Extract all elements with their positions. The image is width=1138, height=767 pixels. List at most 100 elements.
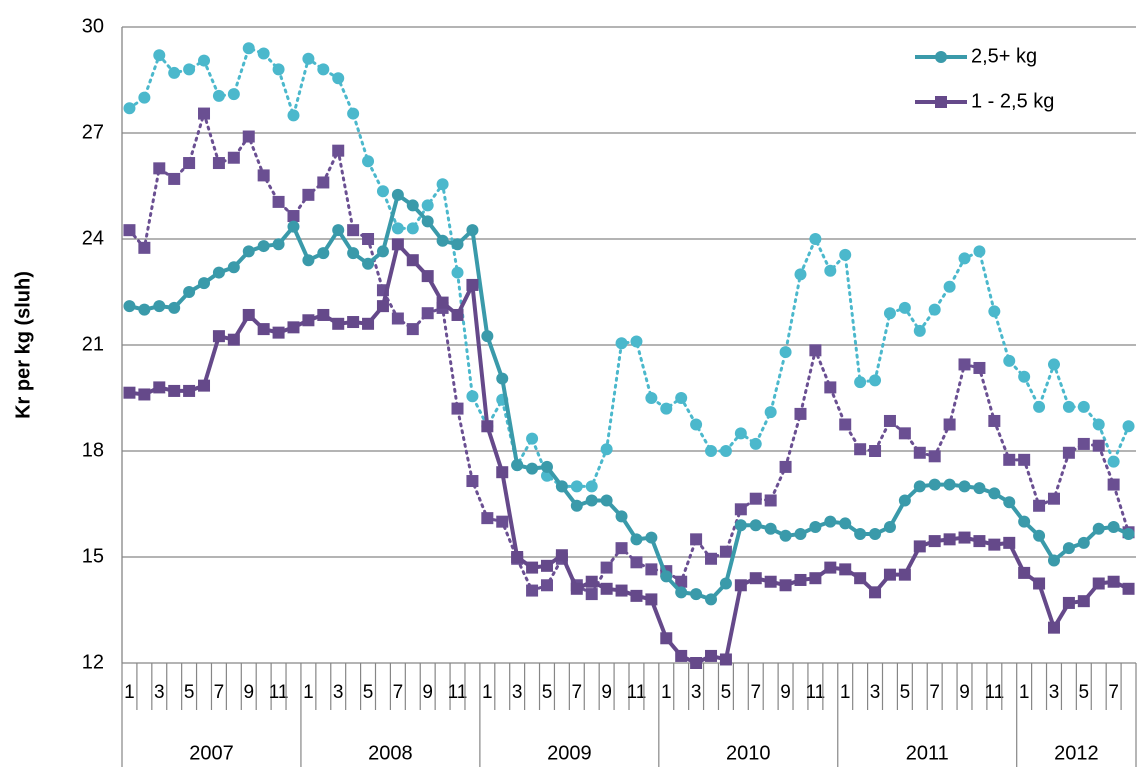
y-tick-label: 30: [82, 15, 104, 37]
x-tick-label: 11: [269, 682, 289, 703]
marker: [1018, 566, 1031, 579]
marker: [928, 303, 941, 316]
marker: [376, 185, 389, 198]
marker: [824, 264, 837, 277]
marker: [1033, 400, 1046, 413]
marker: [913, 324, 926, 337]
x-tick-label: 5: [542, 682, 553, 703]
marker: [734, 427, 747, 440]
marker: [436, 178, 449, 191]
year-label: 2009: [547, 742, 592, 764]
marker: [138, 303, 151, 316]
marker: [690, 533, 703, 546]
marker: [1122, 582, 1135, 595]
marker: [839, 418, 852, 431]
x-tick-label: 3: [333, 682, 344, 703]
x-tick-label: 7: [929, 682, 940, 703]
marker: [287, 321, 300, 334]
marker: [794, 407, 807, 420]
marker: [302, 52, 315, 65]
marker: [928, 450, 941, 463]
year-label: 2007: [189, 742, 234, 764]
marker: [317, 176, 330, 189]
marker: [794, 573, 807, 586]
series-line: [127, 242, 1131, 665]
marker: [1033, 529, 1046, 542]
marker: [376, 245, 389, 258]
marker: [451, 238, 464, 251]
marker: [973, 482, 986, 495]
marker: [675, 586, 688, 599]
marker: [242, 42, 255, 55]
marker: [302, 188, 315, 201]
marker: [1033, 499, 1046, 512]
marker: [123, 102, 136, 115]
marker: [1107, 478, 1120, 491]
marker: [496, 372, 509, 385]
marker: [883, 414, 896, 427]
marker: [272, 63, 285, 76]
marker: [1062, 542, 1075, 555]
marker: [168, 384, 181, 397]
marker: [242, 245, 255, 258]
marker: [1092, 439, 1105, 452]
marker: [660, 402, 673, 415]
series-line: [127, 46, 1131, 488]
marker: [973, 245, 986, 258]
marker: [943, 280, 956, 293]
marker: [526, 584, 539, 597]
marker: [242, 130, 255, 143]
marker: [958, 480, 971, 493]
marker: [615, 542, 628, 555]
marker: [1018, 370, 1031, 383]
x-tick-label: 5: [721, 682, 732, 703]
marker: [615, 510, 628, 523]
marker: [317, 308, 330, 321]
marker: [660, 632, 673, 645]
marker: [451, 402, 464, 415]
marker: [570, 582, 583, 595]
x-tick-label: 11: [627, 682, 647, 703]
marker: [883, 307, 896, 320]
marker: [764, 494, 777, 507]
marker: [824, 381, 837, 394]
marker: [943, 478, 956, 491]
marker: [734, 503, 747, 516]
marker: [734, 519, 747, 532]
marker: [839, 563, 852, 576]
marker: [719, 545, 732, 558]
marker: [302, 254, 315, 267]
marker: [272, 238, 285, 251]
marker: [362, 317, 375, 330]
marker: [391, 312, 404, 325]
marker: [764, 406, 777, 419]
marker: [302, 314, 315, 327]
year-label: 2012: [1054, 742, 1099, 764]
marker: [883, 568, 896, 581]
marker: [526, 462, 539, 475]
marker: [317, 63, 330, 76]
marker: [168, 172, 181, 185]
marker: [391, 188, 404, 201]
marker: [988, 414, 1001, 427]
y-tick-label: 15: [82, 545, 104, 567]
marker: [481, 330, 494, 343]
year-label: 2010: [726, 742, 771, 764]
marker: [406, 199, 419, 212]
marker: [749, 519, 762, 532]
marker: [988, 305, 1001, 318]
marker: [570, 480, 583, 493]
marker: [1003, 536, 1016, 549]
marker: [690, 657, 703, 669]
marker: [511, 551, 524, 563]
marker: [719, 445, 732, 457]
marker: [779, 460, 792, 473]
marker: [1092, 522, 1105, 535]
marker: [585, 480, 598, 493]
marker: [436, 296, 449, 309]
marker: [153, 162, 166, 175]
marker: [198, 277, 211, 290]
marker: [183, 286, 196, 298]
marker: [257, 169, 270, 182]
marker: [809, 233, 822, 245]
